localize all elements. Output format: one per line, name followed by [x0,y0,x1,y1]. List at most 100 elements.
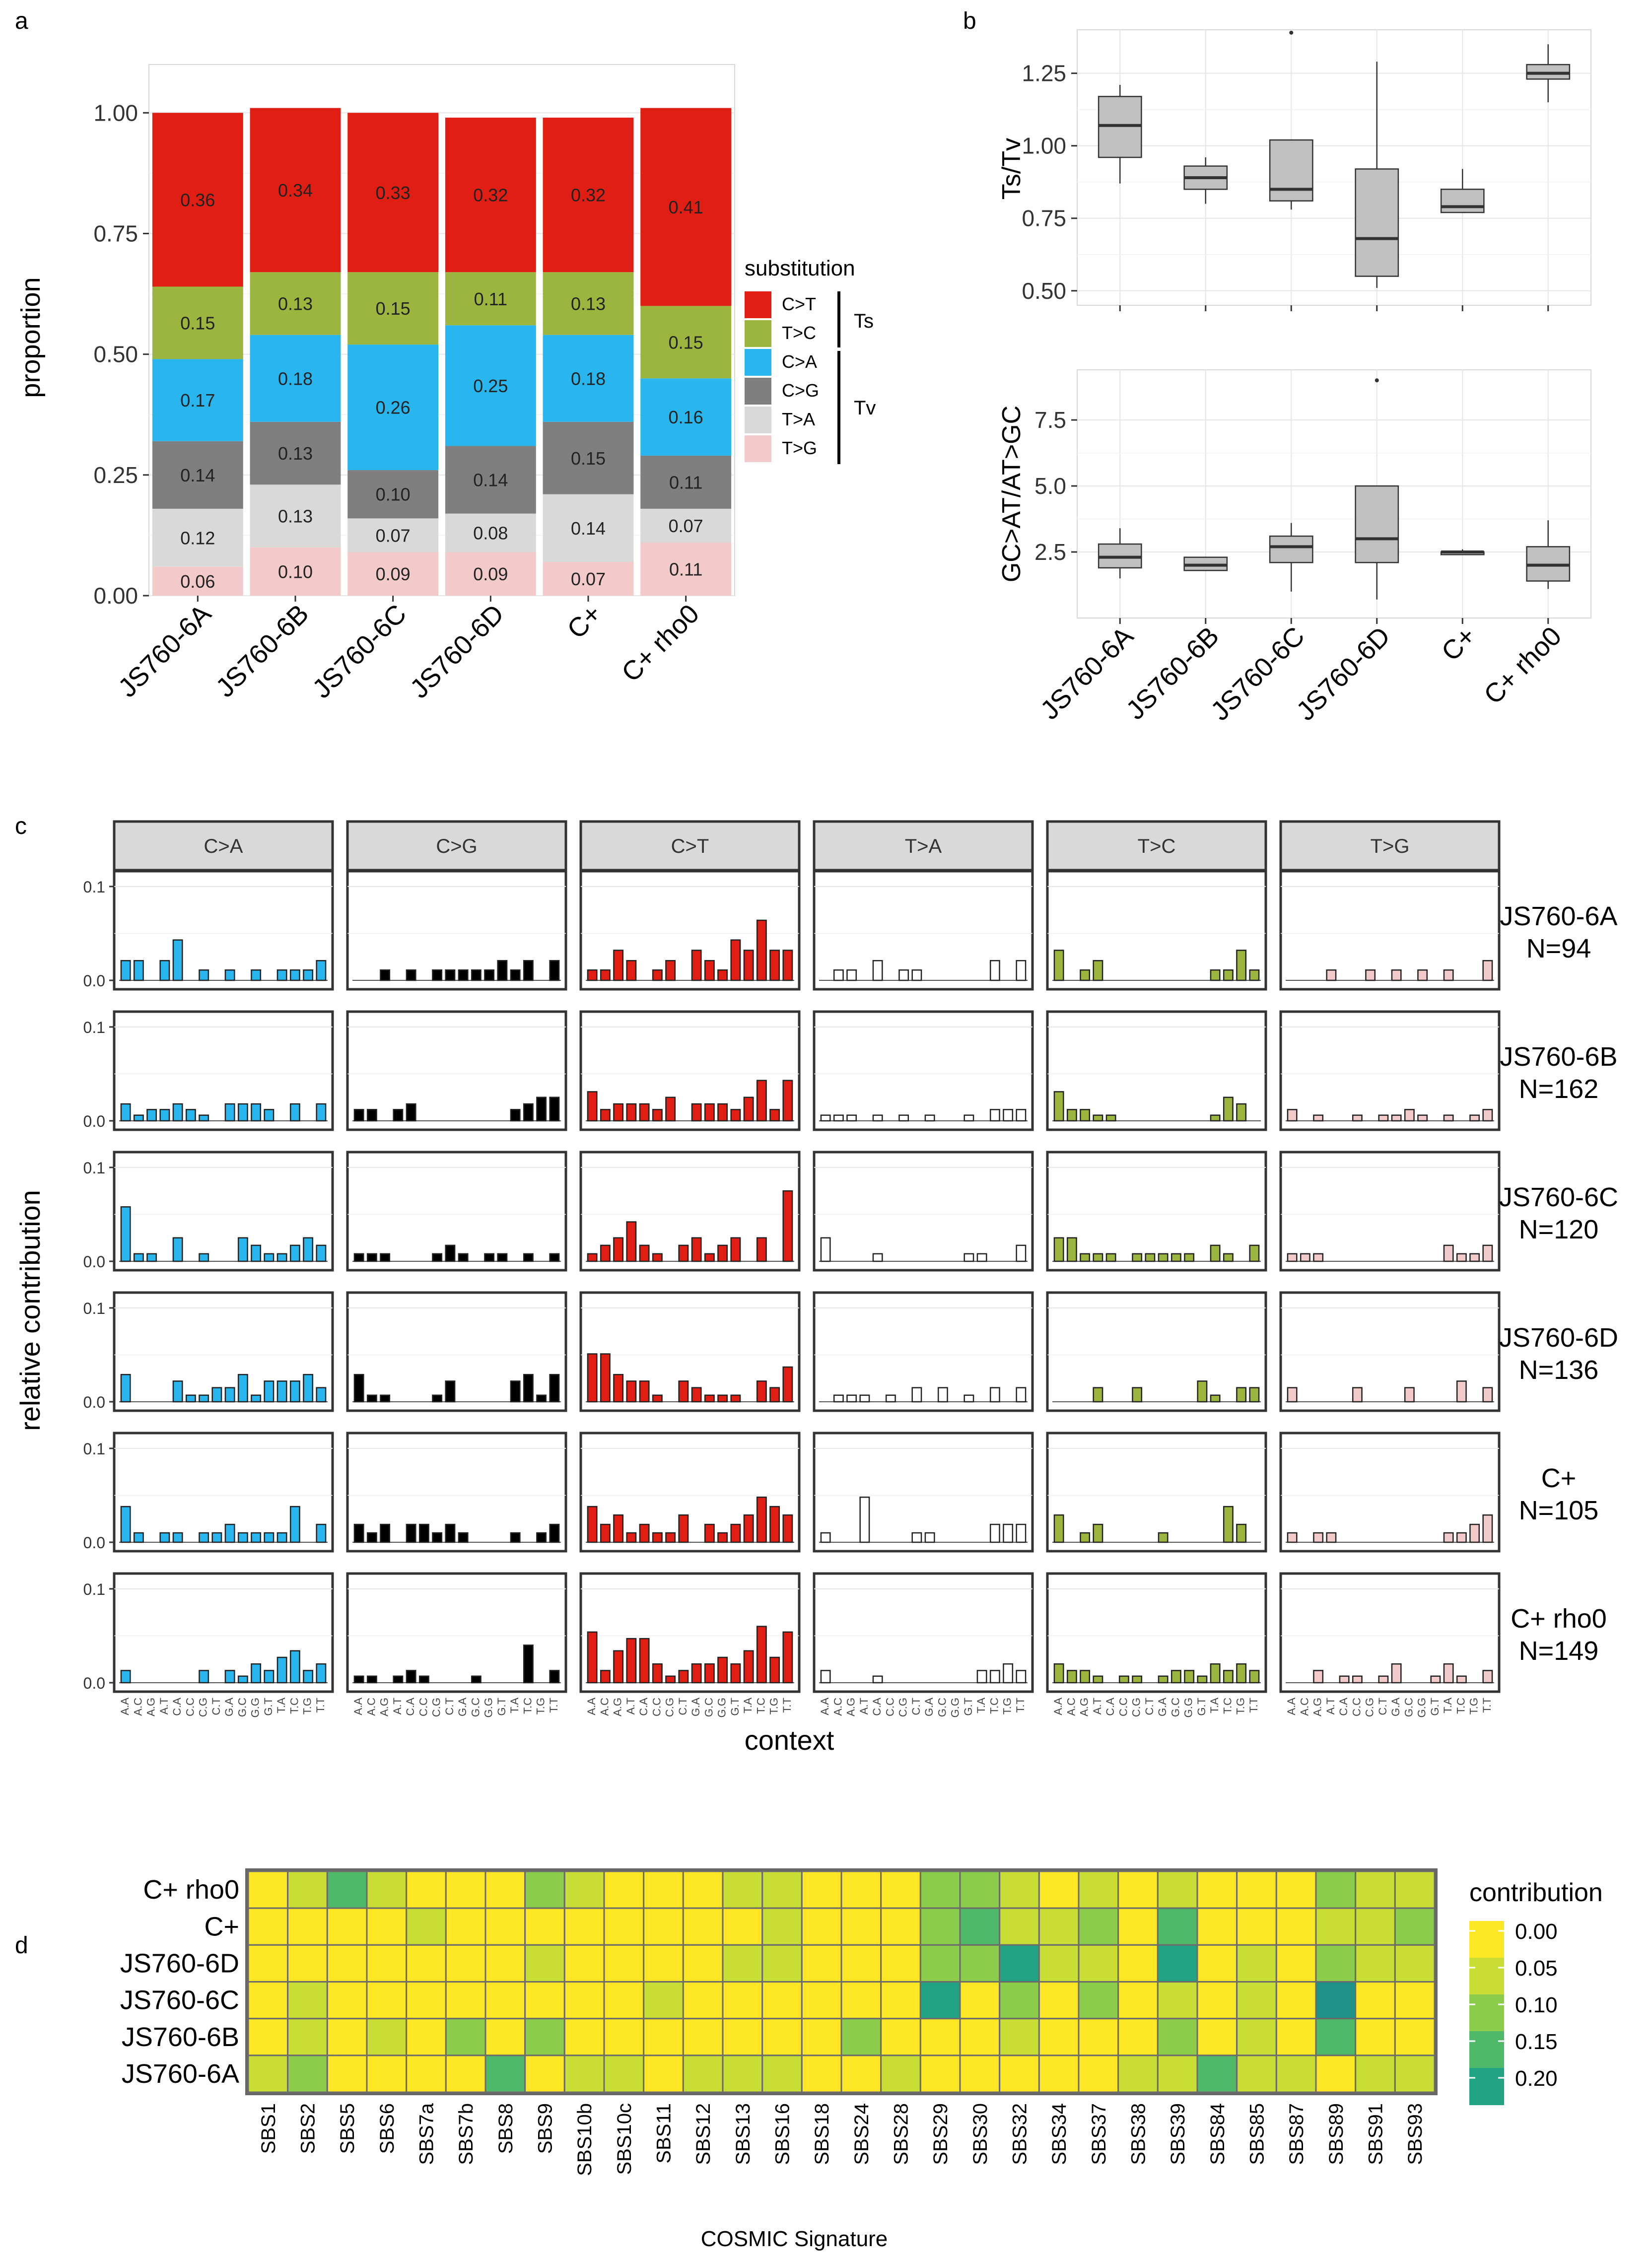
context-bar [418,1523,429,1543]
context-bar [1016,1109,1027,1122]
heatmap-cell [1315,1870,1357,1909]
y-axis-title: proportion [16,277,46,398]
context-bar [704,1663,715,1684]
facet-row-count: N=162 [1519,1074,1599,1104]
context-tick-label: C.G [197,1698,209,1717]
data-label: 0.10 [278,561,313,582]
context-bar [678,1380,689,1403]
heatmap-cell [840,2055,882,2093]
bar-segment-CtoG [543,421,634,494]
heatmap-cell [1394,1907,1436,1946]
context-bar [523,960,534,981]
c-y-axis-title: relative contribution [14,1190,46,1431]
data-label: 0.17 [180,390,215,411]
context-bar [782,1514,793,1543]
data-label: 0.13 [278,443,313,464]
context-bar [366,1109,377,1122]
context-bar [406,1103,416,1122]
context-bar [484,969,495,981]
legend-swatch [745,435,771,462]
heatmap-cell [1117,2018,1159,2056]
heatmap-cell [1355,1870,1396,1909]
heatmap-cell [484,1944,526,1983]
context-bar [237,1103,248,1122]
y-tick-label: 0.75 [93,220,138,246]
context-tick-label: T.T [1014,1698,1027,1713]
facet-strip [579,820,801,872]
heatmap-cell [1275,1870,1317,1909]
context-bar [743,1096,754,1122]
context-tick-label: C.C [884,1698,896,1716]
heatmap-cell [801,1944,842,1983]
facet-row-label: C+ rho0 [1511,1604,1607,1634]
context-bar [1170,1670,1181,1684]
heatmap-cell [287,1981,328,2020]
bar-segment-TtoA [445,513,536,552]
heatmap-col-label: SBS30 [969,2103,991,2165]
context-tick-label: C.T [677,1698,689,1715]
d-x-axis-title: COSMIC Signature [701,2227,888,2251]
heatmap-cell [406,1981,447,2020]
context-bar [1158,1532,1169,1543]
context-bar [652,1663,663,1684]
outlier-point [1375,378,1379,383]
panel-label-c: c [15,813,27,839]
context-bar [964,1253,974,1262]
context-tick-label: T.C [1221,1698,1234,1714]
context-bar [1365,969,1376,981]
context-tick-label: A.G [845,1698,857,1716]
context-tick-label: T.T [1247,1698,1260,1713]
context-bar [872,1253,883,1262]
facet-row-label: JS760-6D [1499,1323,1618,1353]
context-bar [1118,1675,1129,1684]
context-tick-label: C.G [897,1698,909,1717]
heatmap-row-label: C+ [204,1912,239,1941]
heatmap-col-label: SBS5 [337,2103,358,2154]
context-bar [523,1253,534,1262]
box [1440,189,1485,213]
context-tick-label: C.C [1117,1698,1129,1716]
heatmap-cell [1236,1870,1277,1909]
context-bar [717,1656,728,1684]
context-bar [445,1244,456,1262]
heatmap-cell [643,1944,684,1983]
heatmap-cell [1275,1981,1317,2020]
context-bar [211,1532,222,1543]
context-bar [120,1373,131,1403]
context-bar [1080,969,1091,981]
context-bar [1016,960,1027,981]
y-tick-label: 2.5 [1034,539,1066,565]
context-bar [224,1103,235,1122]
data-label: 0.15 [180,313,215,333]
heatmap-cell [643,1870,684,1909]
heatmap-cell [880,1907,921,1946]
context-bar [172,1532,183,1543]
heatmap-cell [326,1907,368,1946]
context-bar [458,1253,469,1262]
context-bar [937,1387,948,1403]
context-tick-label: T.C [288,1698,300,1714]
context-bar [587,969,598,981]
legend-swatch [745,349,771,376]
heatmap-cell [761,1907,803,1946]
y-tick-label: 1.25 [1022,61,1066,86]
context-bar [885,1394,896,1403]
context-bar [445,969,456,981]
context-bar [587,1253,598,1262]
context-bar [133,1114,144,1122]
context-bar [523,1373,534,1403]
context-bar [380,1253,391,1262]
context-bar [782,1080,793,1122]
context-tick-label: T.A [742,1698,754,1713]
context-tick-label: C.A [404,1698,416,1716]
context-bar [626,1221,637,1262]
context-bar [665,960,676,981]
heatmap-cell [1275,1944,1317,1983]
y-tick-label: 0.1 [83,1440,105,1458]
context-bar [1223,1670,1234,1684]
colorbar-segment [1469,2031,1504,2068]
context-bar [1404,1109,1415,1122]
context-bar [613,1373,624,1403]
context-bar [353,1675,364,1684]
context-bar [120,1506,131,1543]
